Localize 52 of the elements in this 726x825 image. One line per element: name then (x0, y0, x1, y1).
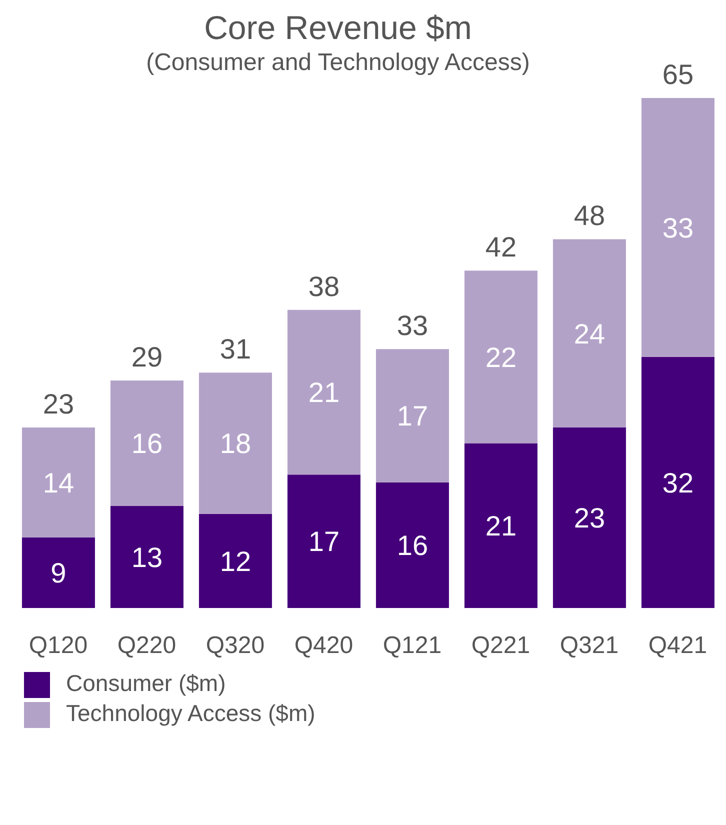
data-label: 21 (308, 377, 340, 408)
x-tick-label: Q421 (648, 632, 708, 660)
x-tick-label: Q220 (117, 632, 176, 660)
x-tick-label: Q221 (471, 632, 530, 660)
total-label: 23 (42, 388, 74, 420)
bar (376, 482, 449, 608)
bar (110, 380, 184, 506)
data-label: 18 (220, 428, 252, 460)
x-tick-label: Q120 (28, 632, 88, 660)
data-label: 13 (131, 542, 163, 573)
total-label: 33 (396, 310, 428, 342)
total-label: 38 (308, 270, 340, 302)
data-label: 23 (574, 502, 606, 534)
data-label: 16 (131, 428, 163, 460)
bar (464, 443, 538, 608)
bar (552, 239, 626, 428)
data-label: 33 (662, 212, 694, 244)
data-label: 12 (220, 546, 252, 577)
data-label: 16 (396, 530, 428, 562)
total-label: 48 (574, 200, 606, 232)
legend-label: Technology Access ($m) (66, 700, 316, 726)
total-label: 42 (485, 232, 517, 263)
x-tick-label: Q420 (294, 632, 354, 660)
bar (22, 537, 95, 608)
x-tick-label: Q320 (206, 632, 265, 660)
chart-title: Core Revenue $m (203, 8, 473, 48)
bar (22, 428, 95, 538)
chart-subtitle: (Consumer and Technology Access) (146, 49, 530, 76)
data-label: 21 (485, 510, 517, 542)
data-label: 17 (396, 400, 428, 432)
bar (376, 349, 449, 482)
x-tick-label: Q321 (560, 632, 619, 660)
bar (287, 310, 360, 475)
total-label: 65 (662, 59, 694, 90)
data-label: 22 (485, 342, 517, 373)
total-label: 31 (220, 334, 252, 365)
bar (198, 372, 272, 514)
data-label: 14 (42, 467, 74, 498)
bar (110, 506, 184, 608)
bar (641, 356, 714, 608)
data-label: 24 (574, 318, 606, 350)
bar (641, 98, 714, 357)
legend-label: Consumer ($m) (66, 670, 226, 696)
bar (287, 474, 360, 608)
bar (464, 270, 538, 444)
data-label: 17 (308, 526, 340, 558)
data-label: 9 (50, 558, 66, 589)
bar (198, 514, 272, 608)
x-tick-label: Q121 (382, 632, 442, 660)
bar (552, 428, 626, 608)
total-label: 29 (131, 341, 163, 372)
data-label: 32 (662, 467, 694, 498)
